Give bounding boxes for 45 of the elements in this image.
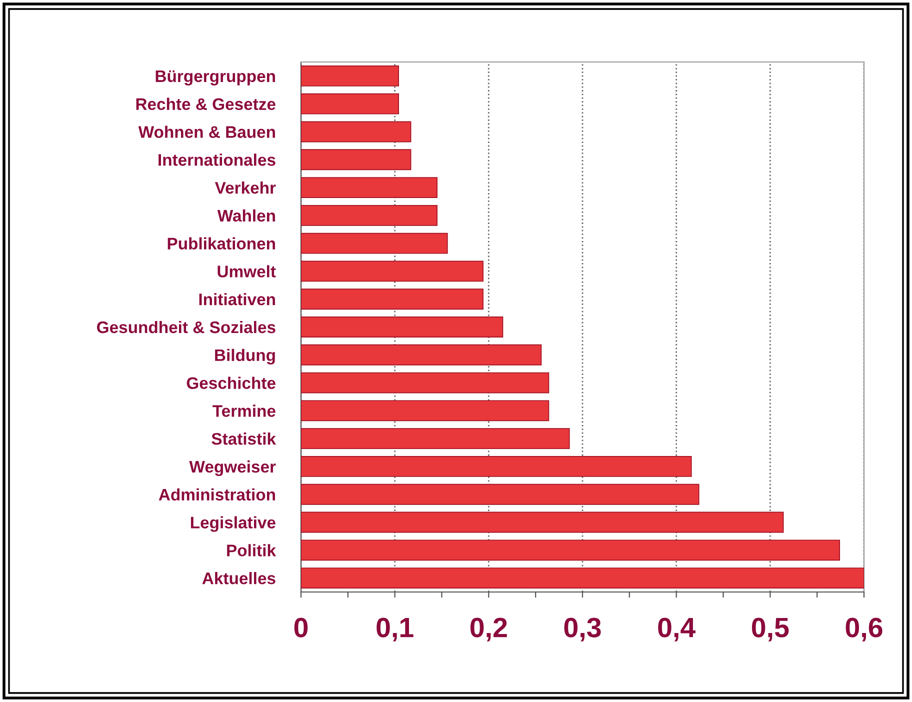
y-tick-label: Bürgergruppen	[156, 70, 275, 86]
y-tick-label: Administration	[158, 488, 275, 501]
x-tick-label: 0,6	[846, 618, 882, 642]
bar	[301, 93, 400, 114]
bar	[301, 484, 700, 505]
x-tick-label: 0,4	[658, 618, 696, 642]
y-tick-label: Aktuelles	[202, 572, 276, 584]
bar	[301, 540, 840, 561]
bar	[301, 344, 542, 366]
x-tick-label: 0,1	[376, 618, 414, 642]
x-tick-label: 0,3	[564, 618, 601, 642]
bar	[301, 177, 438, 198]
bar	[301, 65, 400, 86]
y-tick-label: Publikationen	[168, 237, 275, 250]
y-tick-label: Internationales	[158, 154, 276, 166]
bar	[301, 121, 412, 142]
x-tick-label: 0,2	[470, 618, 507, 642]
y-tick-label: Wohnen & Bauen	[138, 126, 275, 138]
x-tick-label: 0	[294, 618, 308, 638]
y-tick-label: Wegweiser	[189, 460, 276, 476]
bar	[301, 288, 484, 310]
y-tick-label: Rechte & Gesetze	[136, 98, 276, 110]
y-tick-label: Umwelt	[218, 265, 276, 278]
bar	[301, 149, 412, 170]
y-tick-label: Verkehr	[214, 181, 276, 194]
bar	[301, 568, 864, 589]
bar	[301, 456, 692, 477]
bar	[301, 372, 550, 394]
y-tick-label: Wahlen	[217, 209, 275, 222]
bar	[301, 204, 438, 226]
y-tick-label: Politik	[227, 544, 276, 556]
x-tick-label: 0,5	[752, 618, 789, 642]
y-tick-label: Bildung	[215, 348, 275, 364]
bar	[301, 400, 550, 422]
bar	[301, 512, 784, 533]
y-tick-label: Initiativen	[199, 293, 275, 306]
bar	[301, 260, 484, 282]
y-tick-label: Geschichte	[186, 376, 276, 389]
y-tick-label: Statistik	[212, 432, 276, 445]
y-tick-label: Termine	[212, 404, 276, 417]
y-tick-label: Gesundheit & Soziales	[97, 320, 276, 334]
bar	[301, 232, 448, 254]
bar	[301, 428, 570, 450]
y-tick-label: Legislative	[190, 516, 276, 532]
bar	[301, 316, 504, 338]
